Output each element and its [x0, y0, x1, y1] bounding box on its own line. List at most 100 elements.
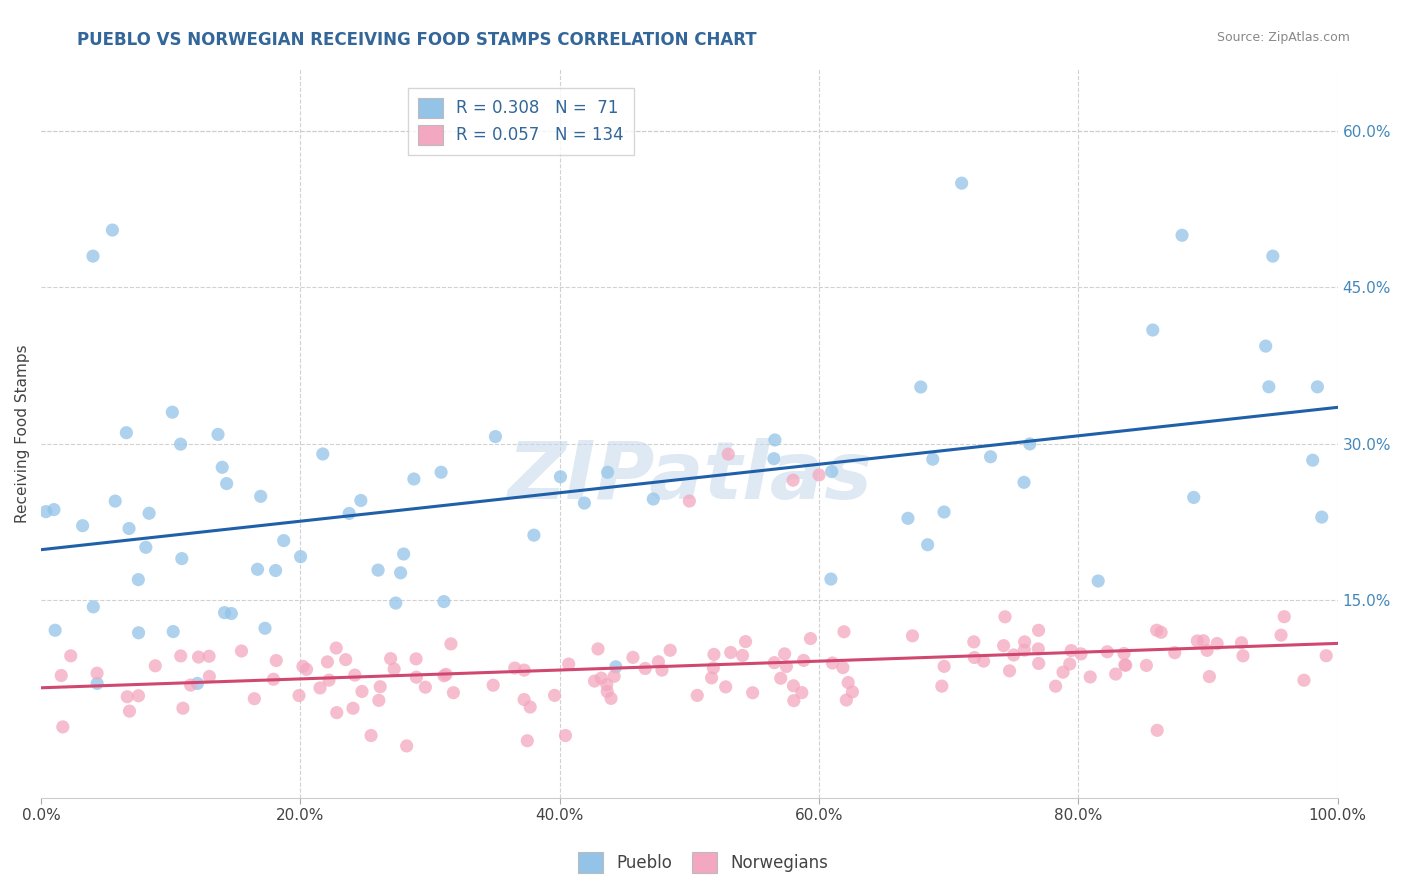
- Point: [763, 656, 786, 670]
- Point: [799, 632, 821, 646]
- Point: [790, 685, 813, 699]
- Point: [910, 380, 932, 394]
- Point: [1078, 670, 1101, 684]
- Point: [550, 470, 572, 484]
- Point: [1028, 657, 1050, 671]
- Point: [295, 662, 318, 676]
- Point: [1232, 648, 1254, 663]
- Point: [782, 473, 804, 487]
- Point: [415, 680, 437, 694]
- Point: [917, 538, 939, 552]
- Point: [127, 573, 149, 587]
- Point: [115, 425, 138, 440]
- Point: [382, 662, 405, 676]
- Point: [1270, 628, 1292, 642]
- Point: [980, 450, 1002, 464]
- Point: [246, 562, 269, 576]
- Point: [934, 659, 956, 673]
- Point: [513, 692, 536, 706]
- Point: [832, 624, 855, 639]
- Point: [1182, 491, 1205, 505]
- Point: [318, 673, 340, 687]
- Point: [596, 677, 619, 691]
- Point: [198, 669, 221, 683]
- Point: [1197, 643, 1219, 657]
- Point: [731, 648, 754, 663]
- Point: [647, 655, 669, 669]
- Point: [143, 658, 166, 673]
- Point: [1146, 723, 1168, 738]
- Point: [211, 460, 233, 475]
- Point: [554, 729, 576, 743]
- Point: [51, 668, 73, 682]
- Point: [337, 507, 360, 521]
- Point: [484, 429, 506, 443]
- Point: [931, 679, 953, 693]
- Point: [350, 493, 373, 508]
- Point: [1028, 624, 1050, 638]
- Point: [434, 667, 457, 681]
- Point: [651, 663, 673, 677]
- Point: [86, 676, 108, 690]
- Point: [1014, 643, 1036, 657]
- Point: [291, 659, 314, 673]
- Point: [793, 653, 815, 667]
- Point: [596, 465, 619, 479]
- Point: [1059, 657, 1081, 671]
- Point: [207, 427, 229, 442]
- Point: [1052, 665, 1074, 680]
- Legend: R = 0.308   N =  71, R = 0.057   N = 134: R = 0.308 N = 71, R = 0.057 N = 134: [408, 87, 634, 155]
- Point: [998, 664, 1021, 678]
- Point: [312, 447, 335, 461]
- Point: [1014, 635, 1036, 649]
- Point: [1164, 646, 1187, 660]
- Point: [367, 563, 389, 577]
- Point: [1257, 380, 1279, 394]
- Point: [773, 647, 796, 661]
- Point: [963, 635, 986, 649]
- Point: [170, 648, 193, 663]
- Point: [603, 669, 626, 683]
- Legend: Pueblo, Norwegians: Pueblo, Norwegians: [571, 846, 835, 880]
- Point: [717, 447, 740, 461]
- Point: [741, 686, 763, 700]
- Point: [950, 176, 973, 190]
- Point: [433, 669, 456, 683]
- Point: [897, 511, 920, 525]
- Point: [1060, 643, 1083, 657]
- Point: [703, 648, 725, 662]
- Point: [1115, 658, 1137, 673]
- Point: [643, 491, 665, 506]
- Point: [335, 652, 357, 666]
- Point: [350, 684, 373, 698]
- Point: [482, 678, 505, 692]
- Point: [118, 704, 141, 718]
- Point: [994, 609, 1017, 624]
- Point: [600, 691, 623, 706]
- Point: [430, 465, 453, 479]
- Point: [1097, 645, 1119, 659]
- Point: [402, 472, 425, 486]
- Point: [360, 729, 382, 743]
- Point: [1105, 667, 1128, 681]
- Point: [574, 496, 596, 510]
- Point: [519, 700, 541, 714]
- Point: [659, 643, 682, 657]
- Point: [543, 689, 565, 703]
- Point: [249, 489, 271, 503]
- Point: [440, 637, 463, 651]
- Point: [169, 437, 191, 451]
- Point: [215, 476, 238, 491]
- Point: [1171, 228, 1194, 243]
- Point: [288, 689, 311, 703]
- Point: [1187, 634, 1209, 648]
- Point: [621, 650, 644, 665]
- Text: ZIPatlas: ZIPatlas: [508, 438, 872, 516]
- Point: [384, 596, 406, 610]
- Point: [117, 690, 139, 704]
- Point: [963, 650, 986, 665]
- Point: [1146, 624, 1168, 638]
- Point: [720, 645, 742, 659]
- Point: [1012, 475, 1035, 490]
- Point: [170, 551, 193, 566]
